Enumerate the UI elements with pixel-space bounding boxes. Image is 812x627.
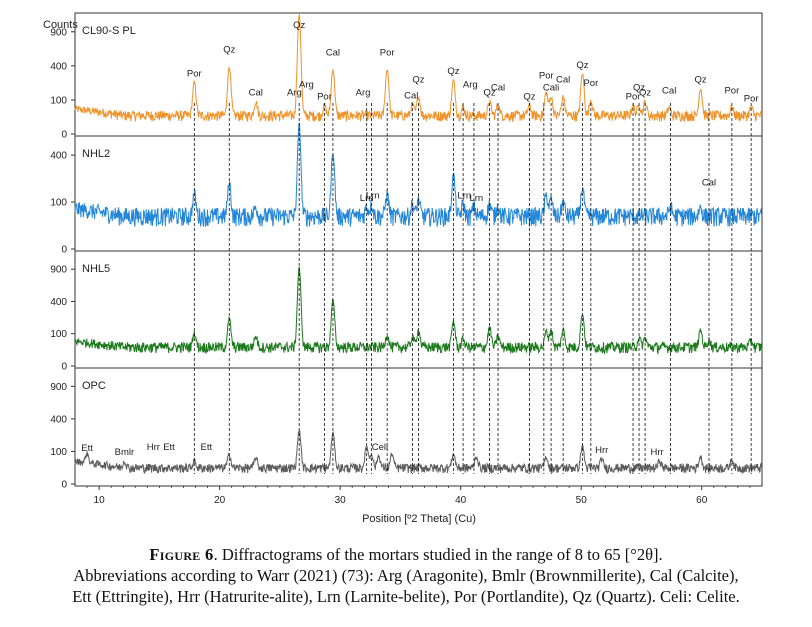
y-tick-label: 100 [50,95,67,106]
x-tick-label: 10 [94,495,106,506]
peak-label: Arg [287,88,302,99]
peak-label: Qz [223,45,235,56]
peak-label: Qz [633,82,645,93]
caption-line-2: Abbreviations according to Warr (2021) (… [73,566,739,585]
y-tick-label: 100 [50,329,67,340]
peak-label: Lrn [366,190,380,201]
peak-label: Por [744,94,759,105]
peak-label: Hrr [651,447,664,458]
peak-label: Cal [662,86,676,97]
peak-label: Cal [404,90,418,101]
y-tick-label: 900 [50,265,67,276]
y-tick-label: 400 [50,61,67,72]
peak-label: Cal [702,177,716,188]
y-tick-label: 100 [50,198,67,209]
peak-label: Por [317,91,332,102]
caption-label: Figure 6 [149,545,214,564]
peak-label: Cal [491,82,505,93]
peak-label: Hrr [147,442,160,453]
peak-label: Qz [523,91,535,102]
peak-label: Por [539,70,554,81]
y-tick-label: 0 [61,362,67,373]
y-tick-label: 400 [50,151,67,162]
peak-label: Qz [484,88,496,99]
peak-label: Ett [81,443,93,454]
peak-label: Celi [372,442,388,453]
peak-label: Por [626,91,641,102]
y-tick-label: 0 [61,245,67,256]
x-tick-label: 50 [576,495,588,506]
peak-label: Lrn [469,193,483,204]
peak-label: Ett [163,442,175,453]
peak-label: Arg [356,88,371,99]
caption-text-1: . Diffractograms of the mortars studied … [213,545,663,564]
y-tick-label: 0 [61,130,67,141]
peak-label: Hrr [595,445,608,456]
caption-line-1: Figure 6. Diffractograms of the mortars … [0,544,812,565]
x-tick-label: 30 [335,495,347,506]
y-tick-label: 900 [50,27,67,38]
peak-label: Por [187,68,202,79]
peak-label: Qz [412,75,424,86]
reference-lines [193,103,752,474]
peak-label: Qz [576,60,588,71]
peak-label: Cal [249,88,263,99]
y-tick-label: 100 [50,447,67,458]
peak-label: Bmlr [115,447,135,458]
figure-caption: Figure 6. Diffractograms of the mortars … [0,544,812,607]
y-tick-label: 400 [50,297,67,308]
peak-label: Qz [447,66,459,77]
y-tick-label: 400 [50,414,67,425]
trace-nhl5 [74,266,763,355]
peak-label: Arg [299,80,314,91]
x-tick-label: 60 [696,495,708,506]
panel-name: NHL2 [82,148,110,160]
x-axis: 10 20 30 40 50 60 [86,486,751,506]
x-tick-label: 40 [455,495,467,506]
panel-name: NHL5 [82,263,110,275]
peak-label: Ett [201,442,213,453]
peak-label: Arg [463,80,478,91]
panel-name: OPC [82,380,106,392]
peak-label: Qz [694,74,706,85]
peak-label: Por [583,78,598,89]
peak-label: Cali [543,83,559,94]
caption-line-3: Ett (Ettringite), Hrr (Hatrurite-alite),… [72,587,740,606]
panel-name: CL90-S PL [82,25,136,37]
y-axis-title: Counts [43,19,78,31]
peak-label: Cal [326,47,340,58]
peak-label: Qz [639,88,651,99]
x-axis-label: Position [º2 Theta] (Cu) [362,513,476,525]
peak-label: Lrn [457,190,471,201]
trace-cl90-s-pl [74,13,762,123]
peak-label: Qz [293,20,305,31]
y-tick-label: 900 [50,382,67,393]
peak-label: Por [724,86,739,97]
peak-label: Cal [556,75,570,86]
panel-nhl5: 0 100 400 900 NHL5 [50,250,763,373]
x-tick-label: 20 [214,495,226,506]
y-tick-label: 0 [61,480,67,491]
peak-label: Por [380,47,395,58]
